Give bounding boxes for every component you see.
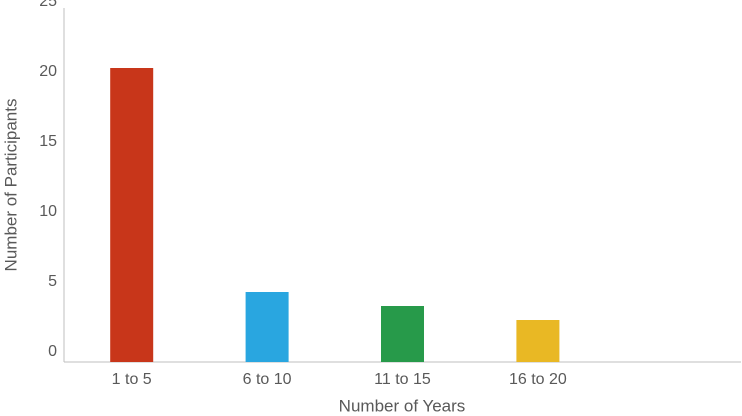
x-axis-title: Number of Years: [339, 396, 466, 415]
bar: [516, 320, 560, 362]
y-axis-title: Number of Participants: [1, 99, 20, 272]
x-tick-label: 16 to 20: [509, 371, 567, 388]
y-tick-label: 25: [39, 0, 57, 10]
x-tick-label: 1 to 5: [112, 371, 152, 388]
bar: [381, 306, 424, 362]
y-tick-label: 15: [39, 133, 57, 150]
y-tick-label: 5: [48, 273, 57, 290]
x-tick-label: 11 to 15: [374, 371, 431, 388]
y-tick-label: 10: [39, 203, 57, 220]
y-tick-label: 0: [48, 343, 57, 360]
y-tick-label: 20: [39, 63, 57, 80]
bar: [245, 292, 289, 362]
x-tick-label: 6 to 10: [243, 371, 292, 388]
bar: [110, 68, 154, 362]
